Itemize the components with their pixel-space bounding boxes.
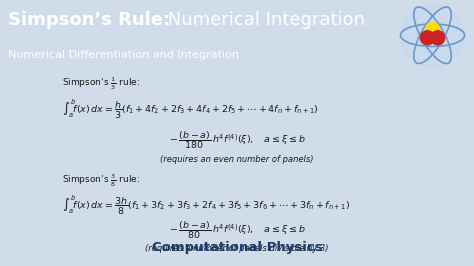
Text: $-\,\dfrac{(b-a)}{180}\,h^4 f^{(4)}(\xi),\quad a \leq \xi \leq b$: $-\,\dfrac{(b-a)}{180}\,h^4 f^{(4)}(\xi)… <box>169 130 305 152</box>
Text: (requires an even number of panels): (requires an even number of panels) <box>160 155 314 164</box>
Text: Simpson's $\frac{3}{8}$ rule:: Simpson's $\frac{3}{8}$ rule: <box>62 173 139 189</box>
Text: $-\,\dfrac{(b-a)}{80}\,h^4 f^{(4)}(\xi),\quad a \leq \xi \leq b$: $-\,\dfrac{(b-a)}{80}\,h^4 f^{(4)}(\xi),… <box>169 219 305 241</box>
Circle shape <box>401 3 465 67</box>
Text: Simpson's $\frac{1}{3}$ rule:: Simpson's $\frac{1}{3}$ rule: <box>62 75 139 92</box>
Text: (requires a number of panels divisible by 3): (requires a number of panels divisible b… <box>145 244 329 253</box>
Text: Simpson’s Rule:: Simpson’s Rule: <box>8 11 170 29</box>
Circle shape <box>426 22 439 36</box>
Text: Computational Physics: Computational Physics <box>152 241 322 254</box>
Text: $\int_a^b\! f(x)\,dx = \dfrac{h}{3}\left(f_1 + 4f_2 + 2f_3 + 4f_4 + 2f_5 + \cdot: $\int_a^b\! f(x)\,dx = \dfrac{h}{3}\left… <box>62 98 318 121</box>
Circle shape <box>430 31 445 45</box>
Text: Numerical Integration: Numerical Integration <box>162 11 365 29</box>
Text: Numerical Differentiation and Integration: Numerical Differentiation and Integratio… <box>8 50 239 60</box>
Circle shape <box>420 31 435 45</box>
Text: $\int_a^b\! f(x)\,dx = \dfrac{3h}{8}\left(f_1 + 3f_2 + 3f_3 + 2f_4 + 3f_5 + 3f_6: $\int_a^b\! f(x)\,dx = \dfrac{3h}{8}\lef… <box>62 193 350 217</box>
